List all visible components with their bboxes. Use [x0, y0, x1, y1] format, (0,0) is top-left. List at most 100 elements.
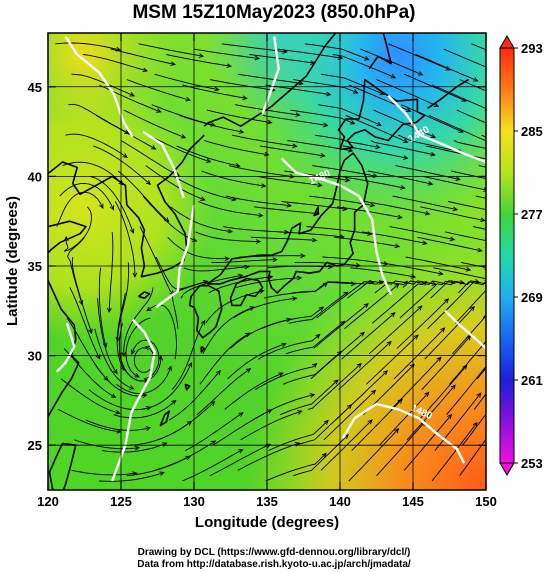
streamline	[452, 315, 486, 355]
streamline-arrow	[113, 368, 118, 375]
streamline	[193, 48, 260, 59]
streamline	[250, 236, 317, 241]
height-contour	[142, 130, 185, 199]
credit-drawing: Drawing by DCL (https://www.gfd-dennou.o…	[137, 547, 411, 558]
streamline-arrow	[328, 264, 334, 270]
streamline-arrow	[297, 410, 303, 415]
streamline-arrow	[489, 358, 493, 362]
streamline-arrow	[462, 364, 468, 370]
streamline	[476, 367, 486, 380]
streamline	[334, 236, 400, 248]
streamline-arrow	[323, 122, 329, 128]
streamline-arrow	[430, 151, 436, 157]
streamline	[417, 236, 482, 252]
streamline	[110, 48, 176, 65]
streamline-arrow	[200, 319, 206, 326]
streamline	[443, 48, 486, 68]
colorbar-scale	[499, 47, 515, 464]
streamline-arrow	[120, 365, 125, 372]
streamline	[374, 280, 437, 294]
streamline	[101, 442, 167, 453]
streamline-arrow	[205, 158, 212, 163]
streamline	[428, 114, 486, 142]
streamline	[320, 73, 385, 95]
streamline	[233, 297, 297, 319]
streamline-arrow	[433, 102, 440, 107]
streamline-arrow	[216, 369, 221, 376]
streamline-arrow	[487, 239, 491, 243]
streamline-arrow	[88, 328, 93, 335]
streamline	[481, 134, 486, 138]
streamline-arrow	[350, 120, 356, 125]
streamline-arrow	[465, 267, 472, 272]
coastline	[48, 220, 87, 420]
streamline	[293, 79, 358, 94]
height-contour	[280, 157, 393, 296]
streamline	[339, 175, 405, 189]
streamline-arrow	[320, 153, 326, 158]
streamline	[350, 267, 416, 278]
streamline	[396, 298, 449, 349]
streamline	[205, 290, 264, 324]
colorbar-label: 261	[521, 373, 543, 388]
streamline	[392, 195, 458, 211]
streamline-arrow	[254, 55, 261, 61]
streamline-arrow	[347, 147, 354, 153]
streamline-arrow	[134, 445, 141, 451]
streamline-arrow	[486, 363, 490, 367]
streamline-arrow	[424, 391, 430, 397]
streamline	[90, 175, 134, 234]
streamline	[338, 341, 392, 390]
streamline	[125, 317, 151, 378]
streamline	[74, 439, 140, 450]
streamline	[472, 226, 486, 230]
streamline-arrow	[469, 305, 475, 312]
streamline	[370, 140, 435, 156]
streamline	[126, 79, 191, 101]
streamline-arrow	[134, 373, 140, 378]
streamline	[209, 443, 271, 477]
streamline	[403, 414, 452, 471]
streamline	[138, 43, 204, 57]
streamline-arrow	[122, 153, 128, 158]
streamline-arrow	[242, 95, 248, 101]
streamline-arrow	[198, 53, 205, 58]
streamline-arrow	[129, 385, 135, 390]
streamline	[195, 231, 261, 243]
streamline	[116, 366, 172, 395]
x-tick-label: 145	[402, 494, 424, 509]
streamline	[131, 339, 160, 380]
streamline-arrow	[455, 176, 461, 182]
streamline-arrow	[422, 240, 428, 246]
streamline	[176, 145, 240, 167]
streamline	[431, 422, 478, 482]
streamline-arrow	[488, 177, 492, 181]
colorbar-label: 269	[521, 290, 543, 305]
streamline	[182, 84, 247, 99]
streamline-arrow	[260, 183, 267, 188]
x-tick-label: 125	[110, 494, 132, 509]
streamline	[170, 206, 233, 233]
y-tick-label: 25	[28, 438, 42, 453]
streamline-arrow	[472, 421, 478, 428]
streamline	[182, 449, 243, 482]
x-tick-label: 150	[475, 494, 497, 509]
coastline	[48, 442, 77, 490]
streamline	[312, 165, 378, 177]
streamline	[173, 176, 236, 201]
streamline-arrow	[333, 379, 339, 385]
streamline	[202, 306, 255, 355]
streamline	[252, 394, 315, 421]
streamline-arrow	[238, 129, 245, 134]
colorbar-label: 293	[521, 41, 543, 56]
height-contour	[155, 204, 196, 309]
streamline-arrow	[115, 409, 121, 415]
streamline-arrow	[226, 63, 233, 68]
streamline-arrow	[375, 144, 381, 150]
streamline	[225, 195, 292, 207]
streamline-arrow	[292, 143, 298, 149]
streamline-arrow	[237, 273, 244, 279]
streamline-arrow	[413, 334, 419, 340]
streamline	[66, 237, 85, 305]
streamline	[454, 289, 486, 324]
